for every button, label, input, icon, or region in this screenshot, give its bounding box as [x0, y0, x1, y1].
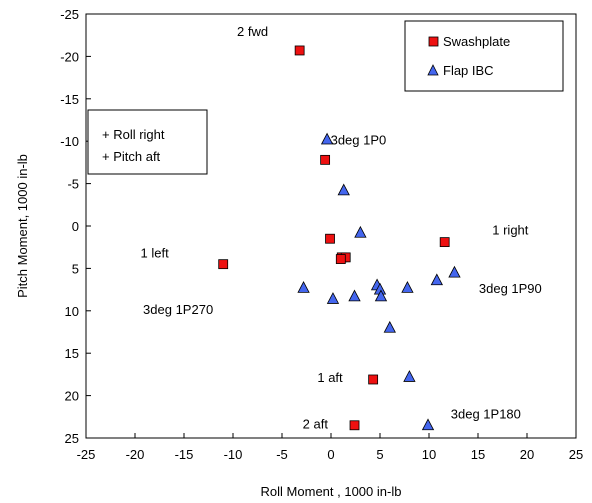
x-tick-label: -20: [126, 447, 145, 462]
y-tick-label: 20: [65, 389, 79, 404]
legend-marker-swashplate: [428, 36, 439, 47]
annotation-label: 1 left: [141, 245, 170, 260]
y-tick-label: 0: [72, 219, 79, 234]
swashplate-point: [439, 237, 450, 248]
annotation-label: 1 right: [492, 223, 529, 238]
series-layer: [218, 45, 461, 431]
flap-ibc-point: [354, 225, 367, 238]
legend-label-swashplate: Swashplate: [443, 34, 510, 49]
annotation-background: [299, 415, 332, 433]
flap-ibc-point: [326, 292, 340, 304]
annotation-label: 2 aft: [303, 417, 329, 432]
y-tick-label: -10: [60, 134, 79, 149]
legend-box: [404, 20, 564, 92]
annotation-label: 3deg 1P90: [479, 281, 542, 296]
swashplate-point: [320, 154, 331, 165]
sign-convention-pitch: + Pitch aft: [102, 149, 161, 164]
x-tick-label: 10: [422, 447, 436, 462]
y-tick-label: -5: [67, 177, 79, 192]
flap-ibc-point: [374, 289, 388, 302]
x-tick-label: 20: [520, 447, 534, 462]
y-tick-label: -20: [60, 49, 79, 64]
y-tick-label: -15: [60, 92, 79, 107]
annotation-label: 1 aft: [317, 370, 343, 385]
sign-convention-roll: + Roll right: [102, 127, 165, 142]
flap-ibc-point: [320, 132, 334, 145]
flap-ibc-point: [337, 183, 350, 196]
x-tick-label: 5: [376, 447, 383, 462]
legend-marker-flap-ibc: [427, 64, 439, 76]
flap-ibc-point: [297, 281, 310, 293]
annotation-background: [475, 280, 545, 298]
flap-ibc-point: [448, 265, 461, 278]
y-tick-label: 10: [65, 304, 79, 319]
swashplate-point: [218, 259, 229, 270]
annotation-background: [447, 405, 524, 423]
axes: -25 -20 -15 -10 -5 0 5 10 15 20 25-25-20-15-10-505…: [60, 7, 583, 462]
x-tick-label: -10: [224, 447, 243, 462]
flap-ibc-point: [401, 281, 414, 293]
legend-label-flap-ibc: Flap IBC: [443, 63, 494, 78]
x-tick-label: 0: [327, 447, 334, 462]
annotations: 2 fwd 3deg 1P0 1 left 1 right 3deg 1P90 3deg …: [137, 23, 545, 433]
x-tick-label: 25: [569, 447, 583, 462]
y-tick-label: 5: [72, 261, 79, 276]
annotation-background: [140, 301, 217, 319]
annotation-background: [327, 131, 390, 149]
annotation-label: 3deg 1P0: [331, 133, 387, 148]
y-tick-label: -25: [60, 7, 79, 22]
annotation-background: [234, 23, 272, 41]
swashplate-point: [349, 420, 360, 431]
x-tick-label: 15: [471, 447, 485, 462]
y-tick-label: 15: [65, 346, 79, 361]
annotation-background: [314, 369, 347, 387]
flap-ibc-point: [430, 273, 444, 286]
y-tick-label: 25: [65, 431, 79, 446]
swashplate-point: [325, 233, 335, 244]
annotation-label: 3deg 1P270: [143, 302, 213, 317]
swashplate-point: [294, 45, 305, 56]
sign-convention-box: + Roll right + Pitch aft: [87, 109, 208, 175]
flap-ibc-point: [383, 320, 396, 333]
annotation-background: [489, 221, 532, 239]
swashplate-point: [335, 254, 346, 264]
swashplate-point: [368, 374, 379, 385]
legend: Swashplate Flap IBC: [404, 20, 564, 92]
y-axis-label: Pitch Moment, 1000 in-lb: [15, 154, 30, 298]
x-tick-label: -15: [175, 447, 194, 462]
flap-ibc-point: [421, 418, 435, 431]
x-tick-label: -5: [276, 447, 288, 462]
x-axis-label: Roll Moment , 1000 in-lb: [261, 484, 402, 499]
annotation-background: [137, 244, 173, 262]
flap-ibc-point: [348, 289, 361, 302]
annotation-label: 3deg 1P180: [451, 407, 521, 422]
x-tick-label: -25: [77, 447, 96, 462]
flap-ibc-point: [403, 370, 416, 382]
annotation-label: 2 fwd: [237, 24, 268, 39]
